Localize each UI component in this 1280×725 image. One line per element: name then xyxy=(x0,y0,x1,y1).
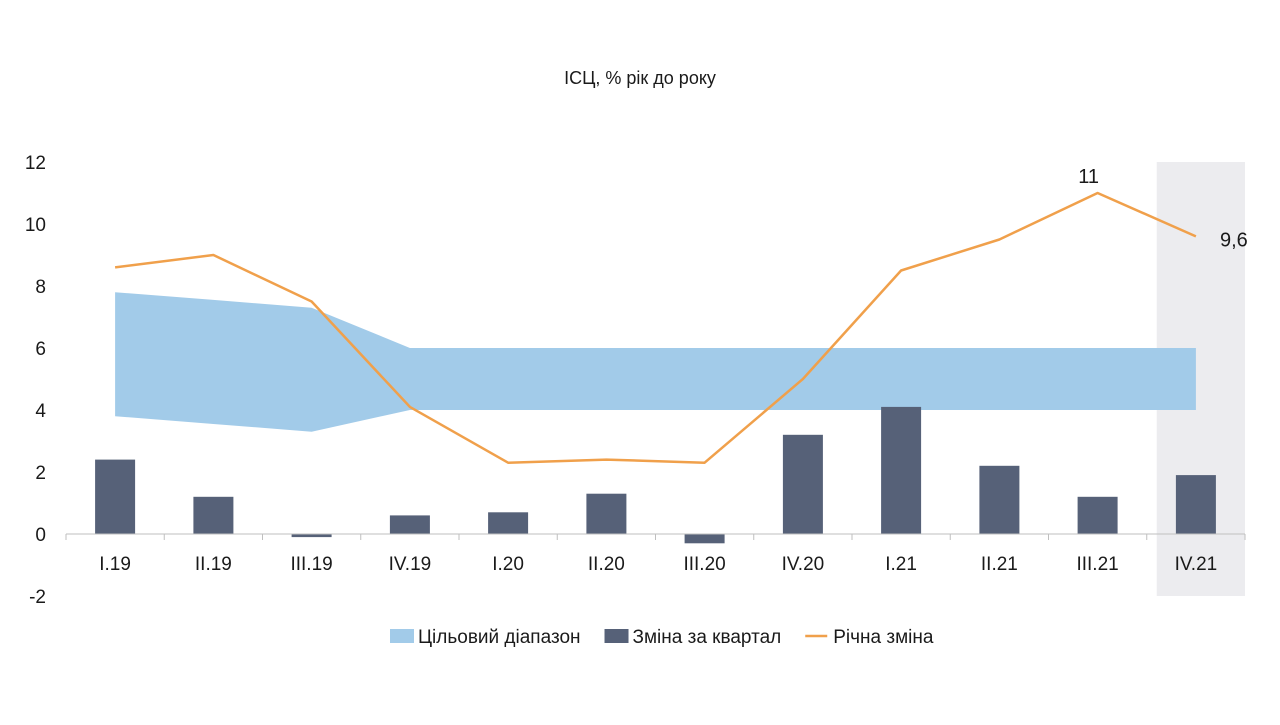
y-tick-label: 12 xyxy=(25,153,46,174)
bar-IV.19 xyxy=(389,515,430,534)
y-tick-label: -2 xyxy=(29,587,46,608)
x-tick-label: III.21 xyxy=(1076,554,1118,575)
x-tick-label: III.19 xyxy=(290,554,332,575)
chart-title: ІСЦ, % рік до року xyxy=(564,68,716,88)
bar-IV.20 xyxy=(782,434,823,534)
x-tick-label: II.21 xyxy=(981,554,1018,575)
bar-IV.21 xyxy=(1175,475,1216,534)
x-tick-label: IV.19 xyxy=(389,554,432,575)
bar-I.20 xyxy=(488,512,529,534)
y-tick-label: 0 xyxy=(35,525,46,546)
axis-layer: I.19 II.19 III.19 IV.19 I.20 II.20 III.20 IV.20… xyxy=(25,153,1246,608)
x-tick-label: IV.21 xyxy=(1175,554,1218,575)
x-tick-label: IV.20 xyxy=(782,554,825,575)
legend-item: Зміна за квартал xyxy=(604,627,782,648)
annual-change-line xyxy=(114,191,1197,464)
y-tick-label: 8 xyxy=(35,277,46,298)
x-tick-label: II.20 xyxy=(588,554,625,575)
legend-label: Зміна за квартал xyxy=(633,627,782,648)
legend-item: Річна зміна xyxy=(805,627,934,648)
labels-layer: 119,6 xyxy=(1078,166,1248,251)
x-tick-label: II.19 xyxy=(195,554,232,575)
y-tick-label: 10 xyxy=(25,215,46,236)
bar-II.21 xyxy=(979,465,1020,534)
data-label-III.21: 11 xyxy=(1078,166,1099,188)
legend: Цільовий діапазон Зміна за квартал Річна з… xyxy=(390,627,934,648)
bar-II.20 xyxy=(586,493,627,534)
bar-I.19 xyxy=(95,459,136,534)
target-range-layer xyxy=(115,292,1196,432)
target-range-area xyxy=(115,292,1196,432)
x-tick-label: I.19 xyxy=(99,554,131,575)
legend-item: Цільовий діапазон xyxy=(390,627,581,648)
legend-label: Цільовий діапазон xyxy=(418,627,581,648)
line-layer xyxy=(114,191,1197,464)
x-tick-label: III.20 xyxy=(683,554,725,575)
x-tick-label: I.20 xyxy=(492,554,524,575)
bar-III.19 xyxy=(291,534,332,538)
bar-I.21 xyxy=(881,406,922,534)
bar-III.21 xyxy=(1077,496,1118,534)
legend-swatch xyxy=(390,629,414,643)
legend-label: Річна зміна xyxy=(833,627,934,648)
y-tick-label: 6 xyxy=(35,339,46,360)
data-label-IV.21: 9,6 xyxy=(1220,229,1248,251)
bar-II.19 xyxy=(193,496,234,534)
y-tick-label: 4 xyxy=(35,401,46,422)
bar-III.20 xyxy=(684,534,725,544)
y-tick-label: 2 xyxy=(35,463,46,484)
legend-swatch xyxy=(604,629,629,643)
bars-layer xyxy=(95,406,1216,544)
x-tick-label: I.21 xyxy=(885,554,917,575)
